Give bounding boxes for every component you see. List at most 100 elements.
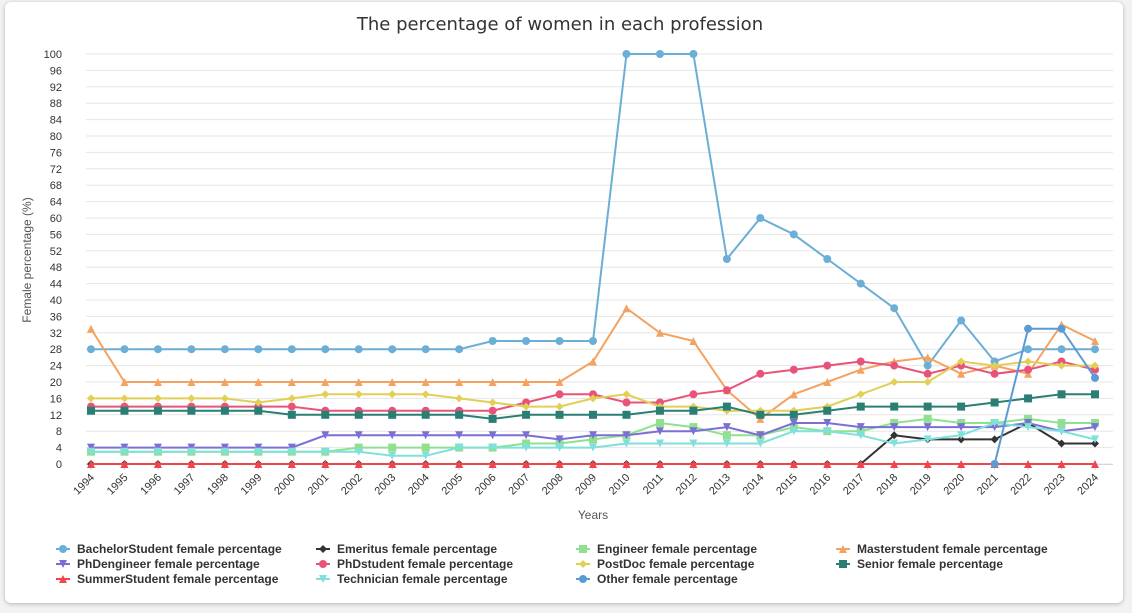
data-point[interactable] (488, 460, 497, 468)
data-point[interactable] (789, 390, 798, 399)
data-point[interactable] (421, 345, 430, 354)
data-point[interactable] (220, 443, 229, 452)
data-point[interactable] (856, 402, 865, 411)
data-point[interactable] (354, 443, 363, 452)
legend-swatch-marker[interactable] (839, 545, 847, 553)
data-point[interactable] (555, 410, 564, 419)
data-point[interactable] (1057, 357, 1066, 366)
data-point[interactable] (1091, 373, 1099, 382)
data-point[interactable] (689, 50, 698, 58)
data-point[interactable] (555, 390, 564, 399)
data-point[interactable] (890, 361, 899, 370)
data-point[interactable] (756, 214, 765, 222)
data-point[interactable] (287, 402, 296, 411)
data-point[interactable] (756, 460, 765, 468)
data-point[interactable] (321, 345, 330, 354)
data-point[interactable] (354, 378, 363, 386)
data-point[interactable] (120, 345, 129, 354)
data-point[interactable] (856, 423, 865, 432)
data-point[interactable] (287, 447, 296, 456)
legend-item[interactable]: Engineer female percentage (576, 542, 757, 556)
data-point[interactable] (187, 345, 196, 354)
data-point[interactable] (957, 369, 966, 378)
data-point[interactable] (220, 394, 229, 403)
data-point[interactable] (856, 279, 865, 288)
data-point[interactable] (722, 386, 731, 395)
legend-item[interactable]: PostDoc female percentage (576, 557, 755, 571)
data-point[interactable] (187, 378, 196, 386)
data-point[interactable] (655, 406, 664, 415)
data-point[interactable] (990, 369, 999, 378)
data-point[interactable] (689, 390, 698, 399)
data-point[interactable] (823, 419, 832, 427)
data-point[interactable] (756, 369, 765, 378)
data-point[interactable] (823, 427, 832, 436)
data-point[interactable] (1091, 365, 1099, 374)
data-point[interactable] (856, 390, 865, 399)
data-point[interactable] (957, 435, 966, 444)
data-point[interactable] (655, 398, 664, 407)
data-point[interactable] (622, 398, 631, 407)
data-point[interactable] (823, 406, 832, 415)
data-point[interactable] (254, 345, 263, 354)
data-point[interactable] (789, 410, 798, 419)
legend-swatch-marker[interactable] (59, 575, 67, 583)
data-point[interactable] (689, 423, 698, 432)
data-point[interactable] (488, 398, 497, 407)
data-point[interactable] (856, 357, 865, 366)
data-point[interactable] (287, 345, 296, 354)
data-point[interactable] (421, 390, 430, 399)
data-point[interactable] (1091, 419, 1099, 427)
data-point[interactable] (1024, 365, 1033, 374)
data-point[interactable] (187, 406, 196, 415)
data-point[interactable] (957, 402, 966, 411)
data-point[interactable] (923, 460, 932, 468)
data-point[interactable] (555, 439, 564, 448)
data-point[interactable] (589, 435, 597, 444)
data-point[interactable] (622, 304, 631, 313)
data-point[interactable] (689, 337, 698, 345)
data-point[interactable] (354, 447, 363, 456)
data-point[interactable] (455, 345, 464, 354)
data-point[interactable] (153, 447, 162, 456)
data-point[interactable] (823, 460, 832, 468)
data-point[interactable] (555, 443, 564, 452)
data-point[interactable] (789, 460, 798, 468)
data-point[interactable] (321, 410, 330, 419)
data-point[interactable] (622, 431, 631, 440)
data-point[interactable] (622, 50, 631, 58)
data-point[interactable] (388, 410, 397, 419)
data-point[interactable] (488, 378, 497, 386)
data-point[interactable] (421, 451, 430, 460)
legend-swatch-marker[interactable] (579, 575, 587, 583)
data-point[interactable] (890, 378, 899, 386)
data-point[interactable] (1024, 369, 1033, 378)
data-point[interactable] (990, 361, 999, 370)
legend-item[interactable]: PhDengineer female percentage (56, 557, 260, 571)
data-point[interactable] (220, 406, 229, 415)
data-point[interactable] (689, 439, 698, 448)
data-point[interactable] (823, 378, 832, 386)
data-point[interactable] (622, 410, 631, 419)
data-point[interactable] (522, 378, 531, 386)
data-point[interactable] (153, 406, 162, 415)
data-point[interactable] (87, 345, 95, 354)
data-point[interactable] (220, 345, 229, 354)
data-point[interactable] (589, 390, 597, 399)
data-point[interactable] (1091, 435, 1099, 444)
data-point[interactable] (1057, 419, 1066, 427)
data-point[interactable] (287, 443, 296, 452)
data-point[interactable] (153, 460, 162, 468)
data-point[interactable] (990, 357, 999, 366)
data-point[interactable] (1057, 361, 1066, 370)
data-point[interactable] (957, 419, 966, 427)
data-point[interactable] (1024, 357, 1033, 366)
data-point[interactable] (1057, 439, 1066, 448)
data-point[interactable] (589, 460, 597, 468)
data-point[interactable] (1057, 427, 1066, 436)
data-point[interactable] (789, 230, 798, 239)
data-point[interactable] (555, 378, 564, 386)
data-point[interactable] (957, 316, 966, 325)
data-point[interactable] (1091, 423, 1099, 432)
data-point[interactable] (87, 447, 95, 456)
